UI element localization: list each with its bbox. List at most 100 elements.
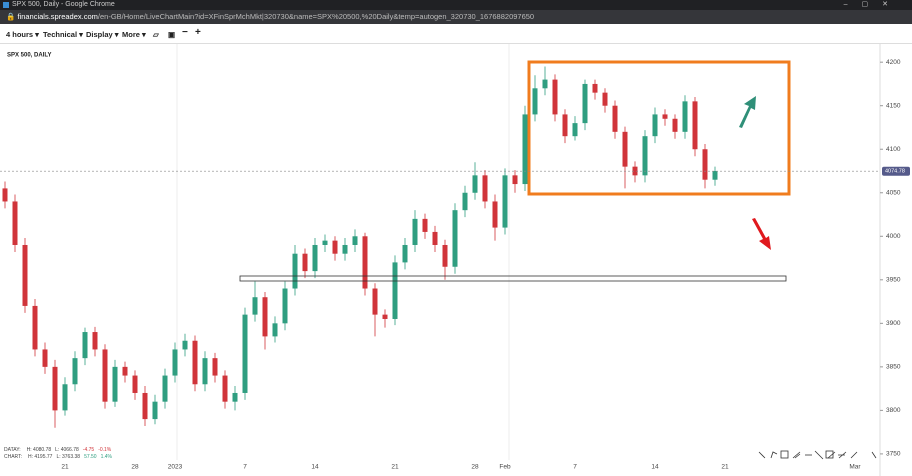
candle-body [72, 358, 78, 385]
candle-body [692, 101, 698, 150]
y-tick-label: 3850 [886, 364, 901, 371]
y-tick-label: 4200 [886, 59, 901, 66]
candle-body [232, 392, 238, 402]
toolbar-button[interactable]: Technical ▾ [43, 30, 83, 39]
x-tick-label: Mar [849, 464, 861, 471]
candle-body [172, 349, 178, 376]
candle-body [512, 175, 518, 185]
x-tick-label: 21 [721, 464, 729, 471]
window-title: SPX 500, Daily - Google Chrome [12, 1, 115, 8]
candle-body [152, 401, 158, 420]
candle-body [602, 92, 608, 106]
x-tick-label: 7 [573, 464, 577, 471]
candle-body [282, 288, 288, 324]
candle-body [162, 375, 168, 402]
toolbar-button[interactable]: More ▾ [122, 30, 146, 39]
window-controls[interactable]: –▢✕ [843, 1, 902, 8]
x-tick-label: 14 [311, 464, 319, 471]
candle-body [102, 349, 108, 402]
candle-body [412, 218, 418, 245]
candle-body [272, 323, 278, 337]
candle-body [62, 384, 68, 411]
y-tick-label: 3950 [886, 277, 901, 284]
candle-body [612, 105, 618, 132]
candle-body [482, 175, 488, 202]
candle-body [422, 218, 428, 232]
drawing-tools[interactable] [758, 450, 877, 460]
toolbar-button[interactable]: 4 hours ▾ [6, 30, 39, 39]
label: Display [86, 30, 113, 39]
candle-body [562, 114, 568, 137]
candle-body [652, 114, 658, 137]
candle-body [252, 297, 258, 315]
candle-body [462, 192, 468, 211]
y-tick-label: 3800 [886, 407, 901, 414]
candle-body [662, 114, 668, 119]
candle-body [112, 366, 118, 402]
candle-body [552, 79, 558, 115]
zoom-out[interactable]: − [182, 27, 188, 38]
candle-body [42, 349, 48, 367]
label: More [122, 30, 140, 39]
y-tick-label: 3750 [886, 451, 901, 458]
candle-body [52, 366, 58, 411]
candle-body [442, 244, 448, 267]
candle-body [292, 253, 298, 289]
chart: SPX 500, DAILY DATAY: H: 4080.78 L: 4066.7… [0, 44, 910, 476]
candle-body [592, 83, 598, 93]
candle-body [502, 175, 508, 228]
candle-body [222, 375, 228, 402]
candle-body [532, 88, 538, 115]
candle-body [202, 358, 208, 385]
candle-body [702, 149, 708, 180]
candle-body [22, 244, 28, 306]
candle-body [452, 210, 458, 267]
candle-body [302, 253, 308, 272]
candle-body [182, 340, 188, 350]
x-tick-label: 7 [243, 464, 247, 471]
candle-body [642, 136, 648, 176]
candle-body [362, 236, 368, 289]
annotation-box [527, 60, 791, 196]
candle-body [132, 375, 138, 393]
candle-body [582, 83, 588, 124]
candle-body [392, 262, 398, 319]
candle-body [402, 244, 408, 263]
down-arrow [752, 218, 771, 250]
candle-body [312, 244, 318, 272]
candle-body [212, 358, 218, 376]
address-bar[interactable]: 🔒 financials.spreadex.com/en-GB/Home/Liv… [0, 10, 912, 24]
candle-body [712, 170, 718, 180]
y-tick-label: 4100 [886, 146, 901, 153]
candle-body [82, 332, 88, 359]
x-tick-label: 21 [61, 464, 69, 471]
candle-body [262, 297, 268, 337]
candle-body [682, 101, 688, 132]
candle-body [32, 305, 38, 350]
candles [2, 66, 718, 428]
x-tick-label: 28 [131, 464, 139, 471]
candle-body [372, 288, 378, 315]
support-zone [239, 275, 787, 282]
x-tick-label: Feb [499, 464, 511, 471]
zoom-in[interactable]: + [195, 27, 201, 38]
chart-toolbar: 4 hours ▾ Technical ▾ Display ▾ More ▾ ▱… [0, 24, 912, 44]
y-tick-label: 4150 [886, 102, 901, 109]
label: 4 hours [6, 30, 34, 39]
open-icon[interactable]: ▱ [153, 30, 159, 39]
save-icon[interactable]: ▣ [168, 30, 176, 39]
candle-body [352, 236, 358, 245]
candle-body [242, 314, 248, 393]
chart-title: SPX 500, DAILY [7, 53, 51, 59]
candle-body [432, 231, 438, 245]
y-tick-label: 3900 [886, 320, 901, 327]
stats-row: CHART: H: 4195.77 L: 3763.38 57.50 1.4% [4, 454, 113, 460]
candle-body [542, 79, 548, 89]
x-tick-label: 21 [391, 464, 399, 471]
url-path: /en-GB/Home/LiveChartMain?id=XFinSprMchM… [97, 12, 535, 21]
candle-body [492, 201, 498, 228]
candle-body [672, 118, 678, 132]
toolbar-button[interactable]: Display ▾ [86, 30, 119, 39]
